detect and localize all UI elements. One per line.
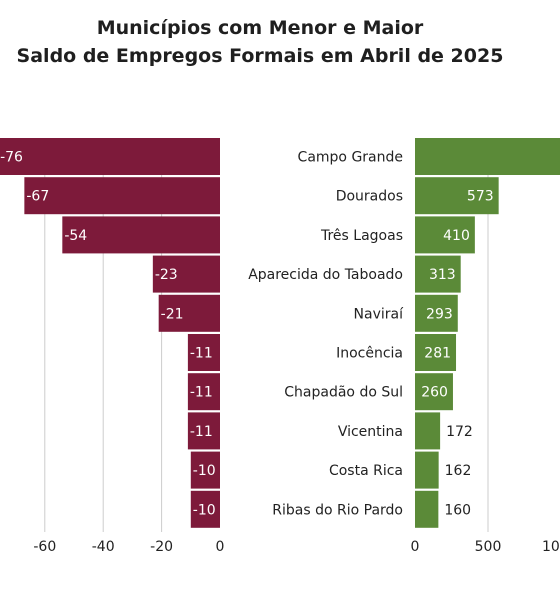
negative-bar-value-label: -21 [161, 306, 184, 322]
positive-bar-value-label: 281 [424, 346, 451, 362]
positive-bar-value-label: 313 [429, 267, 456, 283]
negative-bar [0, 138, 220, 175]
negative-bar-value-label: -67 [26, 189, 49, 205]
negative-bar [24, 177, 220, 215]
negative-bar [190, 451, 220, 489]
positive-bar [415, 412, 441, 450]
negative-bar [187, 373, 220, 411]
positive-bar-value-label: 160 [444, 502, 471, 518]
category-label: Ribas do Rio Pardo [272, 502, 403, 518]
negative-bar-value-label: -11 [190, 385, 213, 401]
negative-bar-value-label: -76 [0, 150, 23, 166]
positive-bar [415, 451, 439, 489]
positive-bar-value-label: 573 [467, 189, 494, 205]
left-axis-tick-label: -40 [92, 539, 115, 555]
positive-bar-value-label: 410 [443, 228, 470, 244]
positive-bar-value-label: 172 [446, 424, 473, 440]
negative-bar [158, 294, 220, 332]
positive-bar [415, 373, 453, 411]
negative-bar-value-label: -11 [190, 424, 213, 440]
negative-bar-value-label: -54 [64, 228, 87, 244]
positive-bar [415, 177, 499, 215]
category-label: Costa Rica [329, 463, 403, 479]
negative-bar [187, 412, 220, 450]
category-label: Chapadão do Sul [284, 385, 403, 401]
positive-bar [415, 334, 457, 371]
positive-bar-value-label: 260 [421, 385, 448, 401]
negative-bar [152, 255, 220, 293]
left-axis-tick-label: -20 [150, 539, 173, 555]
left-axis-tick-label: 0 [216, 539, 225, 555]
category-label: Inocência [336, 346, 403, 362]
negative-bar-value-label: -10 [193, 502, 216, 518]
positive-bar [415, 294, 458, 332]
positive-bar-value-label: 293 [426, 306, 453, 322]
right-axis-tick-label: 500 [475, 539, 502, 555]
negative-bar-value-label: -10 [193, 463, 216, 479]
positive-bar [415, 490, 439, 528]
negative-bar-value-label: -11 [190, 346, 213, 362]
negative-bar [187, 334, 220, 371]
left-axis-tick-label: -60 [33, 539, 56, 555]
category-label: Três Lagoas [320, 228, 403, 244]
right-axis-tick-label: 0 [411, 539, 420, 555]
chart-title-line-1: Municípios com Menor e Maior [96, 17, 424, 39]
right-axis-tick-label: 10 [542, 539, 560, 555]
positive-bar [415, 138, 560, 175]
positive-bar [415, 216, 475, 254]
category-label: Dourados [336, 189, 403, 205]
positive-bar [415, 255, 461, 293]
category-label: Campo Grande [298, 150, 403, 166]
negative-bar [62, 216, 220, 254]
category-label: Aparecida do Taboado [248, 267, 403, 283]
negative-bar [190, 490, 220, 528]
category-label: Naviraí [354, 306, 405, 322]
category-label: Vicentina [338, 424, 403, 440]
chart-title-line-2: Saldo de Empregos Formais em Abril de 20… [16, 45, 504, 67]
negative-bar-value-label: -23 [155, 267, 178, 283]
positive-bar-value-label: 162 [445, 463, 472, 479]
